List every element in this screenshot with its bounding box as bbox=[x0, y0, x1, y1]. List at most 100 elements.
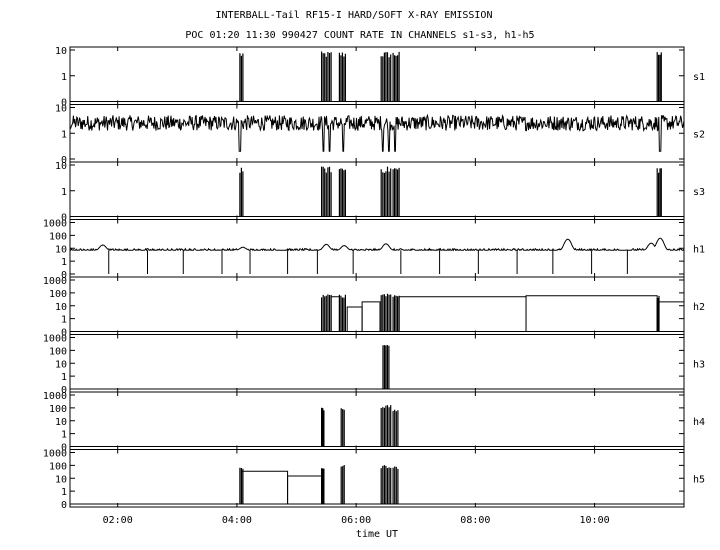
ytick-label-s1-1: 1 bbox=[61, 72, 67, 83]
step-h2-2 bbox=[361, 301, 381, 332]
burst-s1-5 bbox=[656, 52, 662, 102]
ytick-label-h1-4: 1000 bbox=[43, 219, 67, 230]
channel-label-h5: h5 bbox=[693, 474, 705, 485]
ytick-label-h5-0: 0 bbox=[61, 500, 67, 511]
panel-h4: 0 1 10 100 1000 h4 bbox=[43, 391, 705, 454]
ytick-label-h3-1: 1 bbox=[61, 372, 67, 383]
ytick-label-h5-3: 100 bbox=[49, 461, 67, 472]
burst-h3-0 bbox=[382, 345, 390, 389]
burst-h5-0 bbox=[239, 467, 244, 504]
panel-frame-s1 bbox=[69, 46, 685, 105]
step-h5-1 bbox=[287, 475, 323, 504]
ytick-label-s2-0: 0 bbox=[61, 155, 67, 166]
xtick-label-2: 06:00 bbox=[341, 515, 371, 526]
burst-h2-0 bbox=[321, 294, 332, 332]
ytick-label-h2-4: 1000 bbox=[43, 276, 67, 287]
burst-s3-3 bbox=[380, 166, 392, 217]
burst-s1-0 bbox=[239, 53, 244, 102]
ytick-label-h1-0: 0 bbox=[61, 270, 67, 281]
burst-h5-4 bbox=[392, 466, 399, 504]
panel-s2: 0 1 10 s2 bbox=[55, 104, 705, 167]
burst-s1-1 bbox=[321, 51, 332, 102]
ytick-label-s2-2: 10 bbox=[55, 104, 67, 115]
step-h2-5 bbox=[656, 301, 685, 332]
panel-s3: 0 1 10 s3 bbox=[55, 161, 705, 224]
xtick-label-0: 02:00 bbox=[103, 515, 133, 526]
ytick-label-h4-1: 1 bbox=[61, 430, 67, 441]
burst-h4-0 bbox=[321, 407, 325, 447]
xtick-label-1: 04:00 bbox=[222, 515, 252, 526]
channel-label-s1: s1 bbox=[693, 72, 705, 83]
ytick-label-h5-2: 10 bbox=[55, 474, 67, 485]
ytick-label-h3-3: 100 bbox=[49, 346, 67, 357]
ytick-label-h2-3: 100 bbox=[49, 289, 67, 300]
step-h5-0 bbox=[241, 470, 289, 504]
ytick-label-h2-2: 10 bbox=[55, 302, 67, 313]
burst-h2-3 bbox=[392, 295, 400, 332]
channel-label-h2: h2 bbox=[693, 302, 705, 313]
channel-label-h1: h1 bbox=[693, 244, 705, 255]
x-axis-label: time UT bbox=[356, 529, 398, 540]
chart-title-line1: INTERBALL-Tail RF15-I HARD/SOFT X-RAY EM… bbox=[216, 10, 493, 21]
burst-s3-5 bbox=[656, 168, 662, 217]
ytick-label-s1-0: 0 bbox=[61, 98, 67, 109]
panel-frame-s3 bbox=[69, 161, 685, 220]
ytick-label-h2-1: 1 bbox=[61, 315, 67, 326]
burst-h5-2 bbox=[340, 465, 345, 504]
panel-frame-s2 bbox=[69, 104, 685, 163]
burst-h4-3 bbox=[392, 409, 399, 447]
channel-label-s2: s2 bbox=[693, 129, 705, 140]
ytick-label-h5-4: 1000 bbox=[43, 449, 67, 460]
chart-title-line2: POC 01:20 11:30 990427 COUNT RATE IN CHA… bbox=[185, 30, 534, 41]
panel-frame-h4 bbox=[69, 391, 685, 450]
burst-h5-1 bbox=[321, 468, 325, 504]
ytick-label-h1-1: 1 bbox=[61, 257, 67, 268]
burst-s1-3 bbox=[380, 52, 392, 102]
step-h2-0 bbox=[330, 296, 340, 332]
panels-group: 0110s10110s20110s301101001000h1011010010… bbox=[43, 46, 705, 526]
ytick-label-h2-0: 0 bbox=[61, 328, 67, 339]
panel-h2: 0 1 10 100 1000 h2 bbox=[43, 276, 705, 339]
ytick-label-h3-4: 1000 bbox=[43, 334, 67, 345]
panel-frame-h3 bbox=[69, 334, 685, 393]
burst-s1-4 bbox=[392, 51, 400, 102]
burst-s3-0 bbox=[239, 167, 244, 217]
step-h2-3 bbox=[398, 296, 527, 332]
burst-s3-1 bbox=[321, 166, 332, 217]
panel-frame-h2 bbox=[69, 276, 685, 335]
burst-h5-3 bbox=[380, 465, 392, 504]
ytick-label-s2-1: 1 bbox=[61, 129, 67, 140]
burst-s3-2 bbox=[338, 168, 346, 217]
series-s2 bbox=[69, 113, 685, 152]
ytick-label-h3-0: 0 bbox=[61, 385, 67, 396]
ytick-label-h1-2: 10 bbox=[55, 244, 67, 255]
channel-label-h3: h3 bbox=[693, 359, 705, 370]
burst-s1-2 bbox=[338, 52, 346, 102]
step-h2-1 bbox=[346, 306, 363, 332]
panel-frame-h5 bbox=[69, 449, 685, 508]
burst-h2-2 bbox=[380, 293, 392, 332]
channel-label-s3: s3 bbox=[693, 187, 705, 198]
ytick-label-s3-2: 10 bbox=[55, 161, 67, 172]
series-h1 bbox=[70, 237, 685, 252]
ytick-label-h4-0: 0 bbox=[61, 443, 67, 454]
burst-h4-2 bbox=[380, 405, 392, 447]
ytick-label-h1-3: 100 bbox=[49, 231, 67, 242]
channel-label-h4: h4 bbox=[693, 417, 705, 428]
panel-s1: 0 1 10 s1 bbox=[55, 46, 705, 109]
ytick-label-h5-1: 1 bbox=[61, 487, 67, 498]
burst-h4-1 bbox=[340, 408, 345, 447]
burst-h2-4 bbox=[656, 295, 660, 332]
ytick-label-h4-4: 1000 bbox=[43, 391, 67, 402]
ytick-label-s3-0: 0 bbox=[61, 213, 67, 224]
burst-s3-4 bbox=[392, 167, 400, 217]
step-h2-4 bbox=[525, 295, 658, 332]
xtick-label-3: 08:00 bbox=[460, 515, 490, 526]
ytick-label-h4-2: 10 bbox=[55, 417, 67, 428]
ytick-label-s3-1: 1 bbox=[61, 187, 67, 198]
xtick-label-4: 10:00 bbox=[580, 515, 610, 526]
